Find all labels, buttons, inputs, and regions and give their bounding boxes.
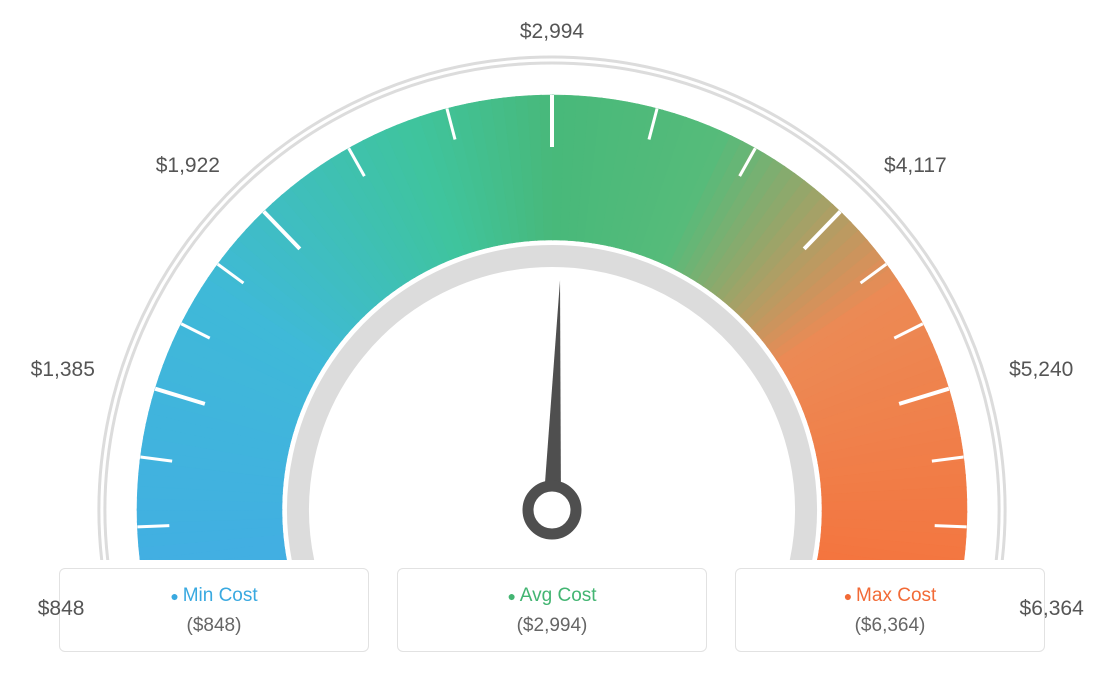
- gauge-scale-label: $848: [38, 597, 85, 621]
- gauge-chart: $848$1,385$1,922$2,994$4,117$5,240$6,364: [0, 0, 1104, 560]
- legend-max-label: Max Cost: [736, 585, 1044, 607]
- legend-avg-label: Avg Cost: [398, 585, 706, 607]
- legend-max-value: ($6,364): [736, 615, 1044, 637]
- gauge-svg: [0, 0, 1104, 560]
- legend-row: Min Cost ($848) Avg Cost ($2,994) Max Co…: [0, 568, 1104, 652]
- gauge-scale-label: $2,994: [520, 20, 584, 44]
- legend-min-value: ($848): [60, 615, 368, 637]
- gauge-scale-label: $5,240: [1009, 358, 1073, 382]
- gauge-scale-label: $4,117: [884, 154, 947, 178]
- legend-card-min: Min Cost ($848): [59, 568, 369, 652]
- legend-card-max: Max Cost ($6,364): [735, 568, 1045, 652]
- legend-card-avg: Avg Cost ($2,994): [397, 568, 707, 652]
- legend-min-label: Min Cost: [60, 585, 368, 607]
- gauge-scale-label: $1,385: [31, 358, 95, 382]
- gauge-scale-label: $1,922: [156, 154, 220, 178]
- gauge-scale-label: $6,364: [1020, 597, 1084, 621]
- legend-avg-value: ($2,994): [398, 615, 706, 637]
